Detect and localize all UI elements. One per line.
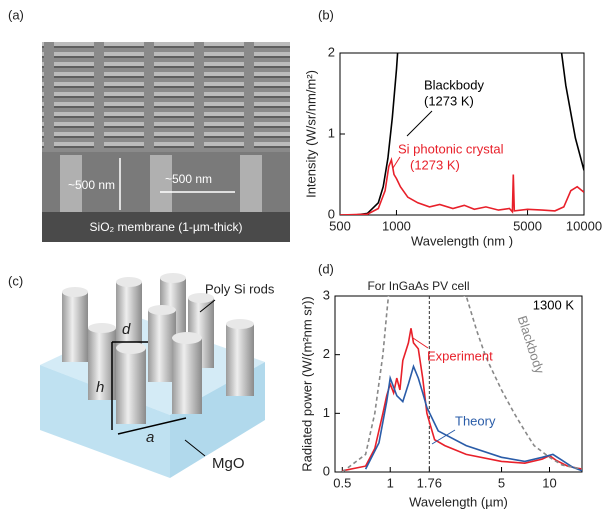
panel-label: (b) <box>318 7 334 22</box>
y-tick-label: 1 <box>323 405 330 420</box>
series-label: Blackbody <box>515 314 548 376</box>
panel-label: (c) <box>8 273 23 288</box>
x-axis-label: Wavelength (nm ) <box>411 233 513 248</box>
diagram-label: d <box>122 321 131 338</box>
sem-annotation: ~500 nm <box>165 172 212 186</box>
y-axis-label: Intensity (W/sr/nm/m²) <box>303 70 318 198</box>
y-tick-label: 3 <box>323 287 330 302</box>
y-tick-label: 0 <box>328 206 335 221</box>
diagram-label: h <box>96 379 104 396</box>
annotation-arrow <box>407 111 432 136</box>
y-tick-label: 2 <box>323 346 330 361</box>
annotation-arrow <box>432 430 455 444</box>
annotation-arrow <box>393 157 400 168</box>
y-axis-label: Radiated power (W/(m²nm sr)) <box>299 296 314 472</box>
x-tick-label: 5 <box>498 475 505 490</box>
series-label: Si photonic crystal <box>398 141 504 156</box>
data-line <box>340 160 584 215</box>
diagram-label: Poly Si rods <box>205 281 275 296</box>
annotation: (1273 K) <box>424 93 474 108</box>
annotation-arrow <box>413 338 428 348</box>
x-tick-label: 1.76 <box>417 475 442 490</box>
y-tick-label: 0 <box>323 463 330 478</box>
plot-frame <box>335 296 582 472</box>
x-tick-label: 10000 <box>566 218 602 233</box>
panel-label: (d) <box>318 261 334 276</box>
x-tick-label: 1 <box>387 475 394 490</box>
x-tick-label: 0.5 <box>333 475 351 490</box>
y-tick-label: 2 <box>328 44 335 59</box>
diagram-label: MgO <box>212 455 245 472</box>
diagram-label: a <box>146 429 154 446</box>
x-axis-label: Wavelength (µm) <box>409 494 508 509</box>
diagram: Poly Si rods d h a MgO <box>40 273 275 478</box>
figure: (a) (b) (c) (d) ~500 nm ~500 nm SiO₂ mem… <box>0 0 615 513</box>
panel-label: (a) <box>8 7 24 22</box>
x-tick-label: 5000 <box>513 218 542 233</box>
series-label: Blackbody <box>424 77 484 92</box>
sem-image: ~500 nm ~500 nm SiO₂ membrane (1-µm-thic… <box>42 42 290 242</box>
series-label: Theory <box>455 413 496 428</box>
series-label: Experiment <box>427 348 493 363</box>
y-tick-label: 1 <box>328 125 335 140</box>
x-tick-label: 1000 <box>382 218 411 233</box>
chart-title: For InGaAs PV cell <box>367 279 469 293</box>
sem-annotation: ~500 nm <box>68 178 115 192</box>
x-tick-label: 10 <box>542 475 556 490</box>
annotation: 1300 K <box>533 297 575 312</box>
sem-membrane-label: SiO₂ membrane (1-µm-thick) <box>90 220 243 234</box>
annotation: (1273 K) <box>410 157 460 172</box>
